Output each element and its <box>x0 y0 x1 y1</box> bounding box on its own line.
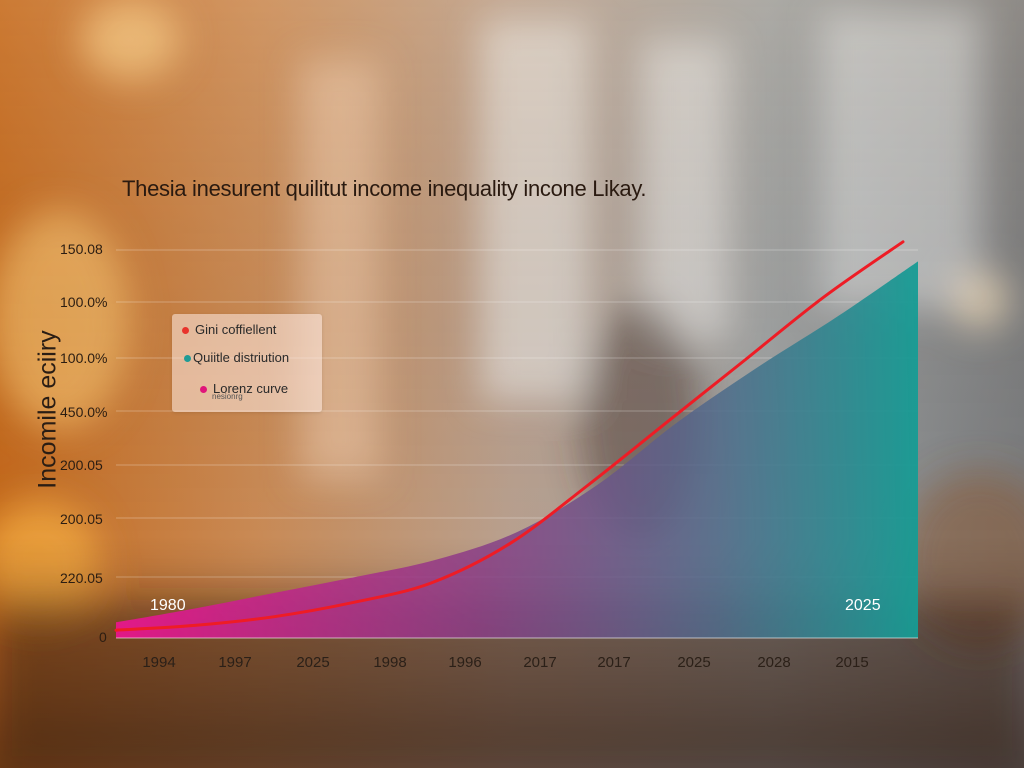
y-tick-label: 200.05 <box>60 511 103 527</box>
area-start-label: 1980 <box>150 597 186 614</box>
legend-item-lorenz: Lorenz curve <box>200 381 288 396</box>
x-tick-label: 2025 <box>677 654 711 671</box>
lorenz-curve-area <box>116 261 918 638</box>
y-tick-label: 100.0% <box>60 294 108 310</box>
y-tick-label: 200.05 <box>60 457 103 473</box>
legend-label: Gini coffiellent <box>195 322 277 337</box>
x-tick-label: 2015 <box>835 654 869 671</box>
y-tick-label: 150.08 <box>60 241 103 257</box>
legend-swatch <box>184 355 191 363</box>
legend-item-quintile: Quiitle distriution <box>184 350 289 365</box>
area-end-label: 2025 <box>845 597 881 614</box>
x-tick-label: 1997 <box>218 654 252 671</box>
legend-swatch <box>182 327 189 335</box>
legend-item-gini: Gini coffiellent <box>182 322 276 337</box>
y-tick-label: 100.0% <box>60 350 108 366</box>
y-tick-label: 450.0% <box>60 404 108 420</box>
y-tick-label: 220.05 <box>60 570 103 586</box>
y-tick-label: 0 <box>99 629 107 645</box>
x-tick-label: 2017 <box>597 654 631 671</box>
legend-swatch <box>200 386 207 394</box>
x-tick-label: 2017 <box>523 654 557 671</box>
x-tick-label: 1998 <box>373 654 407 671</box>
legend-subtext: nesionrg <box>212 392 243 401</box>
x-tick-label: 2028 <box>757 654 791 671</box>
x-tick-label: 1996 <box>448 654 482 671</box>
x-tick-label: 1994 <box>142 654 176 671</box>
chart-title: Thesia inesurent quilitut income inequal… <box>122 176 647 201</box>
legend-label: Lorenz curve <box>213 381 289 396</box>
x-tick-label: 2025 <box>296 654 330 671</box>
y-axis-label: Incomile eciiry <box>33 330 62 489</box>
legend-label: Quiitle distriution <box>193 350 290 365</box>
legend: Gini coffiellent Quiitle distriution Lor… <box>172 314 322 412</box>
gini-coefficient-line <box>114 240 905 632</box>
